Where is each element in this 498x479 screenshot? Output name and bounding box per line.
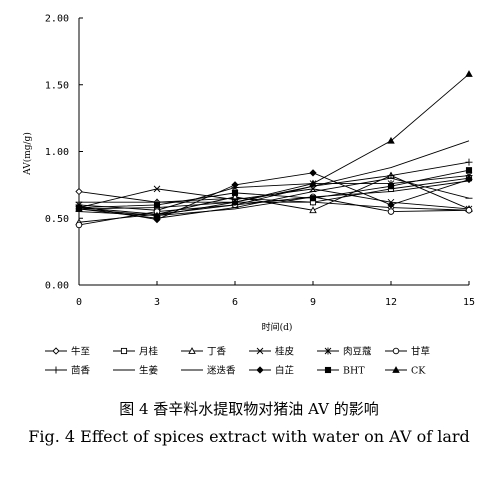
chart-axes xyxy=(78,17,470,286)
data-point xyxy=(309,169,317,177)
y-tick-label: 1.50 xyxy=(45,80,69,91)
legend-swatch-marker xyxy=(392,366,400,373)
x-tick-label: 9 xyxy=(310,297,316,308)
series-line xyxy=(78,177,470,210)
data-point xyxy=(387,183,395,190)
legend-item: 生姜 xyxy=(113,365,159,377)
legend-swatch-marker xyxy=(324,366,332,374)
data-point xyxy=(153,211,161,219)
legend-item: 茴香 xyxy=(45,366,91,377)
figure-caption-english: Fig. 4 Effect of spices extract with wat… xyxy=(28,427,470,446)
legend-swatch-marker xyxy=(256,347,264,355)
series-line xyxy=(79,161,470,203)
legend-item: 肉豆蔻 xyxy=(317,346,372,358)
series-line xyxy=(78,172,470,221)
data-point xyxy=(465,167,473,174)
legend-label: 牛至 xyxy=(71,346,90,358)
x-axis-title: 时间(d) xyxy=(262,321,293,333)
figure-caption-chinese: 图 4 香辛料水提取物对猪油 AV 的影响 xyxy=(119,400,379,418)
legend-item: CK xyxy=(385,366,426,377)
legend-swatch-marker xyxy=(52,347,60,355)
legend-item: 丁香 xyxy=(181,347,227,358)
series-line xyxy=(78,196,470,226)
legend-item: 迷迭香 xyxy=(181,365,236,377)
data-point xyxy=(153,185,161,193)
data-point xyxy=(75,187,83,196)
legend-label: 甘草 xyxy=(411,346,430,358)
legend-item: 白芷 xyxy=(249,365,294,377)
legend-label: 肉豆蔻 xyxy=(343,346,372,358)
legend-item: 月桂 xyxy=(113,346,159,358)
data-point xyxy=(465,175,473,184)
series-line xyxy=(78,140,470,215)
legend-swatch-marker xyxy=(392,347,400,355)
data-point xyxy=(231,189,239,196)
legend-item: 甘草 xyxy=(385,346,430,358)
data-point xyxy=(153,201,161,208)
legend-label: 白芷 xyxy=(275,365,294,377)
data-point xyxy=(75,204,83,212)
x-tick-label: 15 xyxy=(463,297,475,308)
series-10 xyxy=(75,169,473,224)
y-tick-label: 2.00 xyxy=(45,14,69,25)
data-point xyxy=(309,206,317,214)
y-tick-label: 0.50 xyxy=(45,214,69,225)
legend-label: 迷迭香 xyxy=(207,365,236,377)
legend-item: 牛至 xyxy=(45,346,90,358)
series-3 xyxy=(75,171,473,226)
data-point xyxy=(465,158,473,166)
y-tick-label: 0.00 xyxy=(45,281,69,292)
x-tick-label: 3 xyxy=(154,297,160,308)
x-tick-label: 6 xyxy=(232,297,238,308)
series-line xyxy=(78,191,470,211)
series-7 xyxy=(75,158,473,206)
legend-label: 桂皮 xyxy=(275,346,295,358)
legend-swatch-marker xyxy=(324,347,332,355)
legend-item: BHT xyxy=(317,366,365,377)
y-tick-label: 1.00 xyxy=(45,147,69,158)
chart-series-lines xyxy=(75,70,473,229)
legend-swatch-marker xyxy=(52,366,60,374)
data-point xyxy=(309,195,317,202)
data-point xyxy=(465,206,473,214)
legend-label: BHT xyxy=(343,366,365,377)
legend-item: 桂皮 xyxy=(249,346,295,358)
legend-label: 丁香 xyxy=(207,347,227,358)
data-point xyxy=(465,70,473,77)
legend-swatch-marker xyxy=(188,347,196,354)
legend-swatch-marker xyxy=(256,366,264,374)
legend-label: 生姜 xyxy=(139,365,159,377)
data-point xyxy=(387,136,395,144)
series-line xyxy=(78,175,470,211)
line-chart: 0.00 0.50 1.00 1.50 2.00 0 3 6 9 12 15 时间(d) AV(mg/g… xyxy=(22,14,475,377)
series-line xyxy=(78,73,470,217)
data-point xyxy=(465,172,473,180)
legend-label: CK xyxy=(411,366,426,377)
data-point xyxy=(387,208,395,215)
chart-labels: 0.00 0.50 1.00 1.50 2.00 0 3 6 9 12 15 时间(d) AV(mg/g… xyxy=(22,14,475,334)
x-tick-label: 12 xyxy=(385,297,397,308)
data-point xyxy=(75,221,83,229)
data-point xyxy=(231,181,239,189)
legend-swatch-marker xyxy=(120,347,128,355)
x-tick-label: 0 xyxy=(76,297,82,308)
series-line xyxy=(78,177,470,219)
legend-label: 茴香 xyxy=(71,366,91,377)
legend-label: 月桂 xyxy=(139,346,159,358)
y-axis-title: AV(mg/g) xyxy=(22,132,33,176)
series-13 xyxy=(78,140,470,215)
data-point xyxy=(387,201,395,209)
